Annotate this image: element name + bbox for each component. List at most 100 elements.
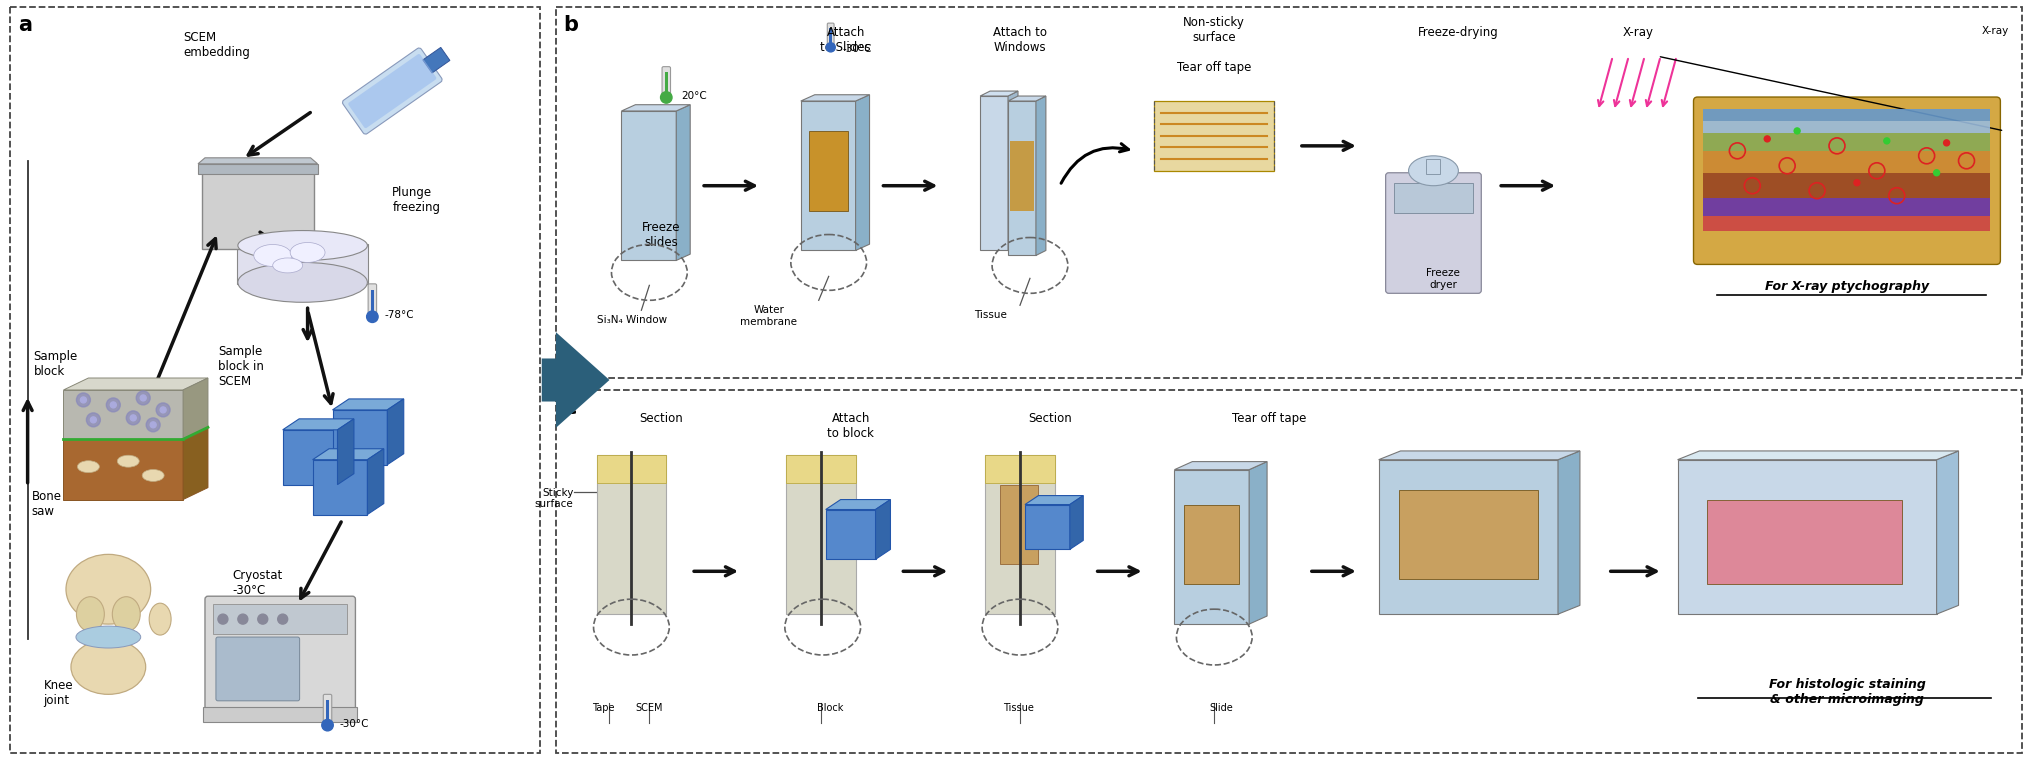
Polygon shape [1036, 96, 1046, 255]
Circle shape [156, 403, 171, 417]
Polygon shape [979, 91, 1018, 96]
Polygon shape [979, 96, 1008, 251]
Text: Bone
saw: Bone saw [33, 489, 61, 518]
Polygon shape [1378, 460, 1559, 614]
Circle shape [1934, 169, 1941, 176]
Ellipse shape [238, 230, 368, 261]
Ellipse shape [238, 262, 368, 302]
Bar [333, 410, 388, 464]
Text: Tear off tape: Tear off tape [1177, 61, 1252, 74]
Bar [597, 454, 666, 483]
Text: -30°C: -30°C [339, 719, 370, 729]
Polygon shape [333, 399, 404, 410]
Polygon shape [1008, 91, 1018, 251]
Circle shape [258, 614, 268, 624]
Text: SCEM: SCEM [636, 703, 662, 713]
Circle shape [106, 398, 120, 412]
Polygon shape [1678, 460, 1936, 614]
Circle shape [217, 614, 228, 624]
Polygon shape [197, 164, 317, 174]
Polygon shape [1008, 101, 1036, 255]
Text: Slide: Slide [1209, 703, 1233, 713]
Bar [1703, 216, 1991, 230]
Circle shape [278, 614, 289, 624]
Text: Attach
to block: Attach to block [827, 412, 874, 440]
Bar [555, 390, 2022, 752]
Text: Section: Section [640, 412, 683, 425]
Bar [1703, 121, 1991, 133]
Text: Block: Block [817, 703, 843, 713]
FancyBboxPatch shape [1386, 173, 1481, 293]
Ellipse shape [75, 626, 140, 648]
Bar [63, 390, 183, 439]
Bar [597, 454, 666, 614]
Ellipse shape [272, 258, 303, 273]
Polygon shape [337, 419, 354, 485]
Circle shape [146, 418, 161, 432]
Polygon shape [855, 95, 870, 251]
Ellipse shape [112, 597, 140, 632]
Ellipse shape [148, 603, 171, 635]
Circle shape [150, 422, 156, 428]
Bar [986, 454, 1055, 614]
Circle shape [238, 614, 248, 624]
Ellipse shape [77, 597, 104, 632]
Text: Attach to
Windows: Attach to Windows [994, 27, 1046, 54]
Polygon shape [1069, 496, 1083, 549]
Bar [986, 454, 1055, 483]
Polygon shape [183, 378, 207, 439]
Text: Non-sticky
surface: Non-sticky surface [1183, 16, 1246, 44]
Ellipse shape [118, 455, 140, 467]
Polygon shape [1174, 470, 1250, 624]
Circle shape [827, 43, 835, 52]
Bar [10, 8, 541, 752]
Polygon shape [197, 158, 317, 164]
Ellipse shape [71, 640, 146, 695]
Polygon shape [368, 448, 384, 515]
Text: -78°C: -78°C [384, 310, 415, 320]
Bar [370, 290, 374, 315]
Text: Tissue: Tissue [1002, 703, 1034, 713]
Polygon shape [622, 111, 677, 261]
Polygon shape [622, 105, 691, 111]
FancyBboxPatch shape [215, 637, 299, 701]
Ellipse shape [65, 554, 150, 624]
Bar [203, 707, 358, 722]
Text: Tape: Tape [591, 703, 616, 713]
Bar [1024, 505, 1069, 549]
Bar [1426, 159, 1441, 174]
Polygon shape [677, 105, 691, 261]
FancyBboxPatch shape [343, 48, 443, 135]
Ellipse shape [77, 461, 100, 473]
FancyBboxPatch shape [205, 596, 356, 712]
Polygon shape [1024, 496, 1083, 505]
Text: Freeze-drying: Freeze-drying [1418, 27, 1500, 40]
Bar [786, 454, 855, 483]
Circle shape [110, 402, 116, 408]
Bar [825, 509, 876, 559]
Text: 20°C: 20°C [681, 91, 707, 101]
Circle shape [81, 397, 87, 403]
Bar [555, 8, 2022, 378]
Polygon shape [825, 499, 890, 509]
Text: Si₃N₄ Window: Si₃N₄ Window [597, 315, 666, 325]
Circle shape [130, 415, 136, 421]
Bar [1707, 499, 1902, 584]
Text: Attach
to Slides: Attach to Slides [821, 27, 872, 54]
Polygon shape [388, 399, 404, 464]
Polygon shape [1174, 461, 1268, 470]
Bar [1703, 150, 1991, 173]
Text: Cryostat
-30°C: Cryostat -30°C [234, 569, 282, 597]
Circle shape [140, 395, 146, 401]
Text: Freeze
dryer: Freeze dryer [1426, 268, 1461, 290]
Bar [282, 430, 337, 485]
Circle shape [1943, 140, 1949, 146]
FancyBboxPatch shape [238, 245, 368, 284]
Bar [1703, 198, 1991, 216]
Bar [1394, 182, 1473, 213]
Circle shape [87, 413, 100, 427]
FancyBboxPatch shape [827, 23, 833, 47]
Bar [809, 131, 847, 211]
Bar [63, 439, 183, 499]
Text: Tissue: Tissue [973, 310, 1006, 320]
